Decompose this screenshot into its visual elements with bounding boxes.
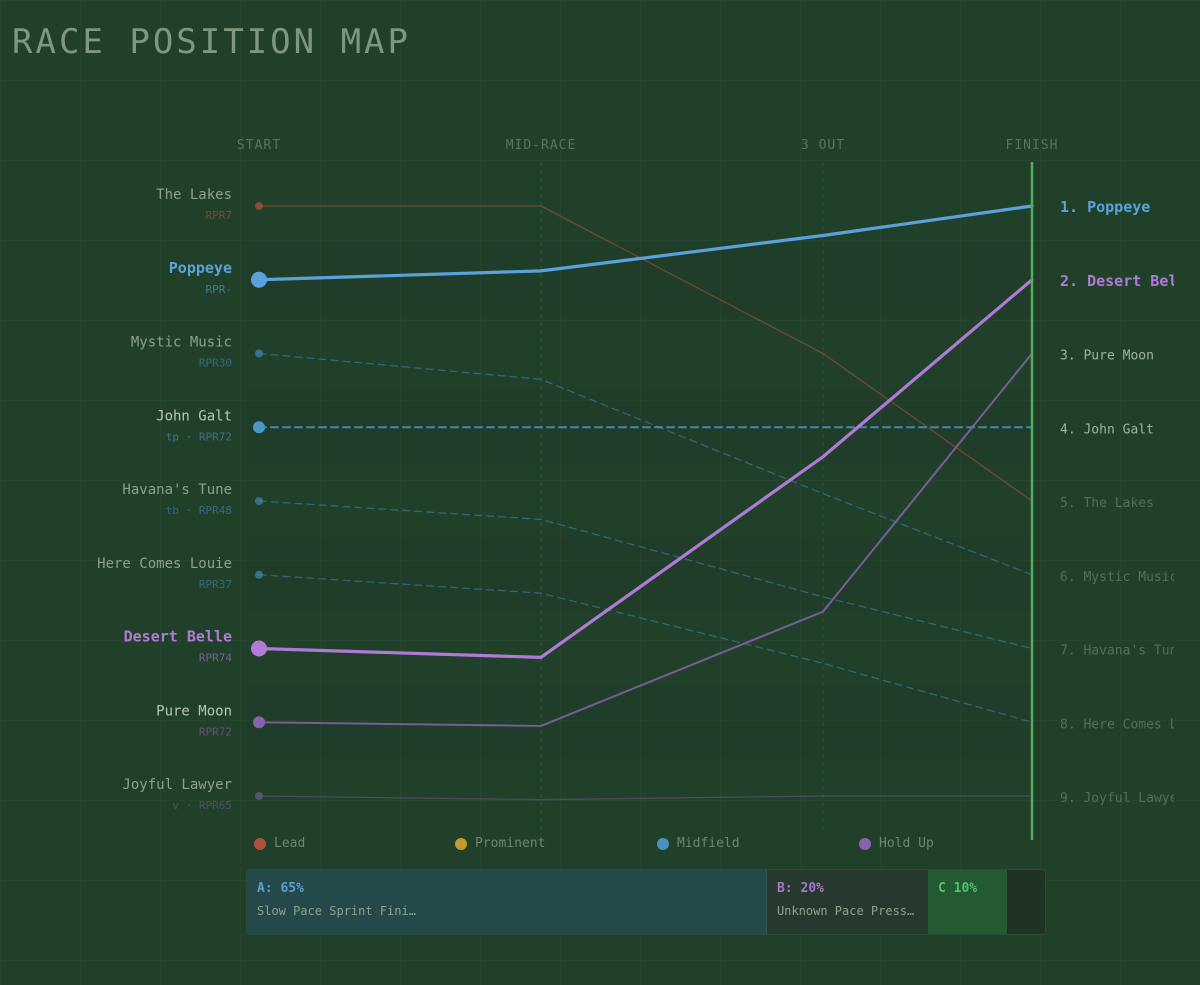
finish-label: 6. Mystic Music bbox=[1060, 570, 1177, 585]
legend-dot-icon bbox=[455, 837, 467, 850]
legend-label: Lead bbox=[274, 836, 306, 851]
page-title: RACE POSITION MAP bbox=[12, 22, 411, 62]
runner-rpr: RPR30 bbox=[199, 357, 232, 370]
runner-rpr: v · RPR65 bbox=[172, 799, 232, 812]
stage-label: START bbox=[237, 138, 281, 153]
series-line bbox=[257, 278, 1034, 659]
legend-item-prominent: Prominent bbox=[455, 836, 545, 851]
legend-item-midfield: Midfield bbox=[657, 836, 740, 851]
runner-rpr: RPR37 bbox=[199, 578, 232, 591]
runner-name: The Lakes bbox=[156, 187, 232, 203]
finish-label: 5. The Lakes bbox=[1060, 496, 1154, 511]
row-band bbox=[246, 242, 1034, 317]
finish-order-labels: 1. Poppeye 2. Desert Belle 3. Pure Moon 4. … bbox=[1060, 198, 1200, 806]
legend-dot-icon bbox=[657, 837, 669, 850]
runner-labels: The Lakes RPR7 Poppeye RPR- Mystic Music RPR3… bbox=[97, 187, 232, 812]
finish-label: 1. Poppeye bbox=[1060, 198, 1150, 216]
stage-label: 3 OUT bbox=[801, 138, 845, 153]
series-line bbox=[258, 352, 1033, 727]
runner-name: John Galt bbox=[156, 408, 232, 424]
row-band bbox=[246, 390, 1034, 464]
stage-label: MID-RACE bbox=[506, 138, 577, 153]
legend-label: Prominent bbox=[475, 836, 546, 851]
scenario-desc: Slow Pace Sprint Fini… bbox=[257, 904, 416, 918]
stage-label: FINISH bbox=[1006, 138, 1059, 153]
series-lines bbox=[257, 204, 1034, 801]
start-dot bbox=[251, 640, 267, 657]
legend-dot-icon bbox=[859, 837, 871, 850]
finish-labels-clip: 1. Poppeye 2. Desert Belle 3. Pure Moon 4. … bbox=[1060, 198, 1200, 806]
legend-label: Hold Up bbox=[879, 836, 934, 851]
legend: Lead Prominent Midfield Hold Up bbox=[0, 836, 1200, 860]
series-line bbox=[258, 205, 1033, 502]
series-line bbox=[258, 352, 1033, 576]
legend-dot-icon bbox=[254, 837, 266, 850]
runner-name: Pure Moon bbox=[156, 703, 232, 719]
scenario-pct: C 10% bbox=[938, 881, 978, 896]
scenario-c[interactable]: C 10% bbox=[928, 870, 1007, 934]
runner-rpr: RPR72 bbox=[199, 725, 232, 738]
start-dot bbox=[255, 349, 263, 358]
series-line bbox=[257, 204, 1034, 282]
series-line bbox=[258, 795, 1033, 801]
runner-name: Joyful Lawyer bbox=[122, 777, 232, 793]
start-dot bbox=[253, 716, 265, 729]
start-dot bbox=[251, 271, 267, 288]
legend-label: Midfield bbox=[677, 836, 740, 851]
scenario-pct: B: 20% bbox=[777, 881, 824, 896]
finish-label: 8. Here Comes Louie bbox=[1060, 717, 1200, 732]
finish-label: 4. John Galt bbox=[1060, 422, 1154, 437]
start-dot bbox=[255, 497, 263, 505]
runner-rpr: RPR7 bbox=[206, 209, 233, 222]
runner-name: Mystic Music bbox=[131, 335, 232, 351]
scenario-desc: Unknown Pace Pressure bbox=[777, 904, 918, 918]
legend-item-lead: Lead bbox=[254, 836, 305, 851]
runner-name: Poppeye bbox=[169, 259, 232, 277]
legend-item-hold-up: Hold Up bbox=[859, 836, 934, 851]
row-band bbox=[246, 685, 1034, 759]
stage-labels: START MID-RACE 3 OUT FINISH bbox=[237, 138, 1059, 153]
start-dots bbox=[251, 202, 267, 800]
finish-label: 3. Pure Moon bbox=[1060, 349, 1154, 364]
runner-rpr: RPR74 bbox=[199, 652, 232, 665]
runner-name: Here Comes Louie bbox=[97, 556, 232, 572]
start-dot bbox=[255, 202, 263, 210]
scenario-pct: A: 65% bbox=[257, 881, 304, 896]
scenario-a[interactable]: A: 65% Slow Pace Sprint Fini… bbox=[247, 870, 767, 934]
runner-name: Havana's Tune bbox=[122, 482, 232, 498]
runner-rpr: tb · RPR48 bbox=[166, 504, 232, 517]
finish-label: 2. Desert Belle bbox=[1060, 272, 1195, 290]
row-band bbox=[246, 537, 1034, 612]
finish-label: 9. Joyful Lawyer bbox=[1060, 791, 1185, 806]
runner-rpr: RPR- bbox=[206, 283, 233, 296]
scenario-remainder bbox=[1007, 870, 1045, 934]
start-dot bbox=[255, 570, 263, 579]
row-bands bbox=[246, 242, 1034, 759]
scenario-b[interactable]: B: 20% Unknown Pace Pressure bbox=[767, 870, 928, 934]
scenario-bar: A: 65% Slow Pace Sprint Fini… B: 20% Unk… bbox=[246, 869, 1046, 935]
runner-rpr: tp · RPR72 bbox=[166, 430, 232, 443]
runner-name: Desert Belle bbox=[124, 628, 232, 646]
start-dot bbox=[255, 792, 263, 800]
start-dot bbox=[253, 421, 265, 434]
stage-gridlines bbox=[540, 162, 824, 835]
finish-label: 7. Havana's Tune bbox=[1060, 644, 1185, 659]
